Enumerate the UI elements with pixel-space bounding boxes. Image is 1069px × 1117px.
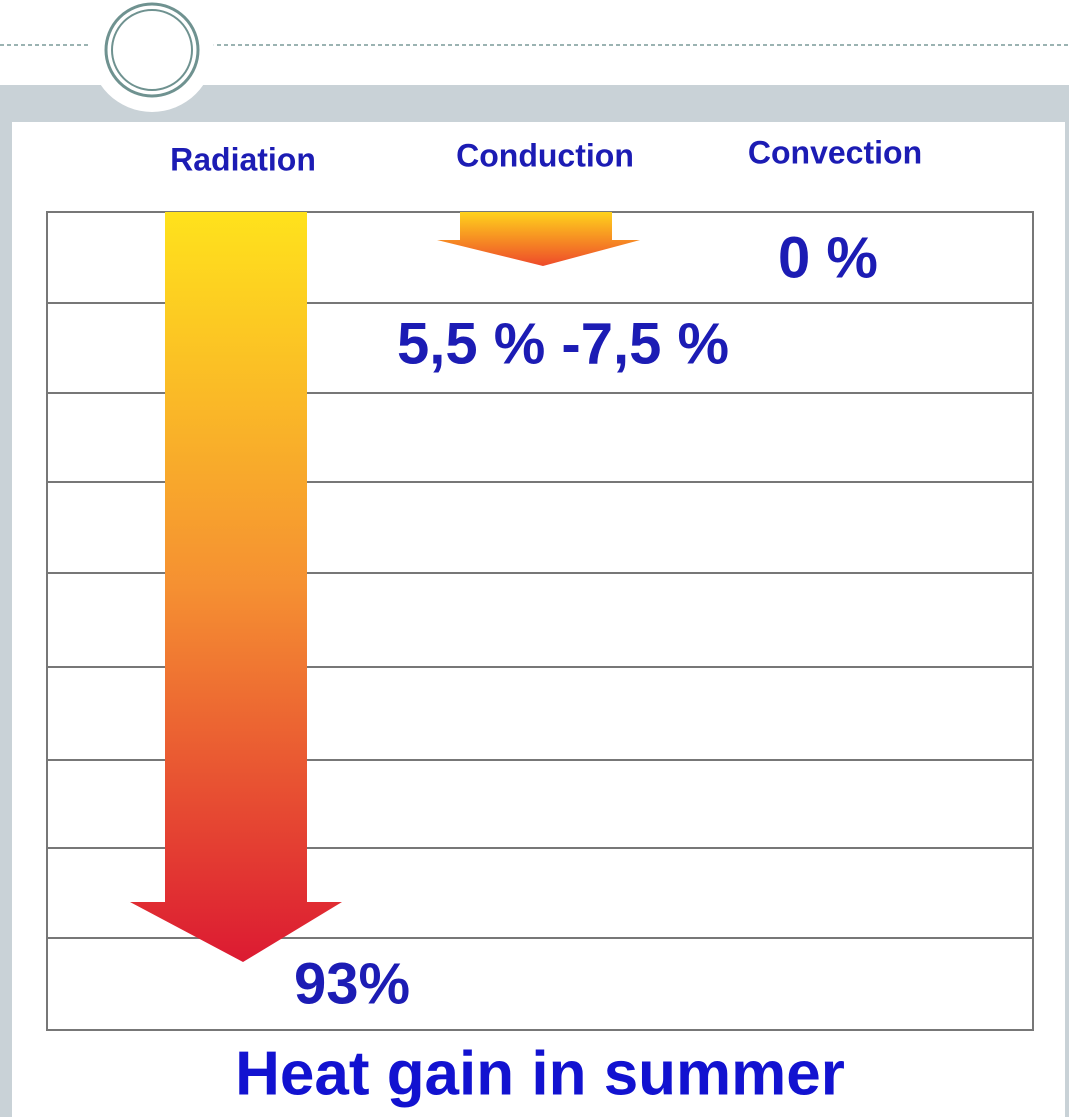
conduction-value: 5,5 % -7,5 % [397,311,729,376]
radiation-label: Radiation [170,141,316,177]
circle-outer [104,2,200,98]
conduction-arrow [437,212,640,266]
caption: Heat gain in summer [235,1039,845,1108]
conduction-label: Conduction [456,137,634,173]
convection-label: Convection [748,134,922,170]
circle-inner [111,9,193,91]
radiation-value: 93% [294,951,410,1016]
convection-value: 0 % [778,225,878,290]
radiation-arrow [130,212,342,962]
